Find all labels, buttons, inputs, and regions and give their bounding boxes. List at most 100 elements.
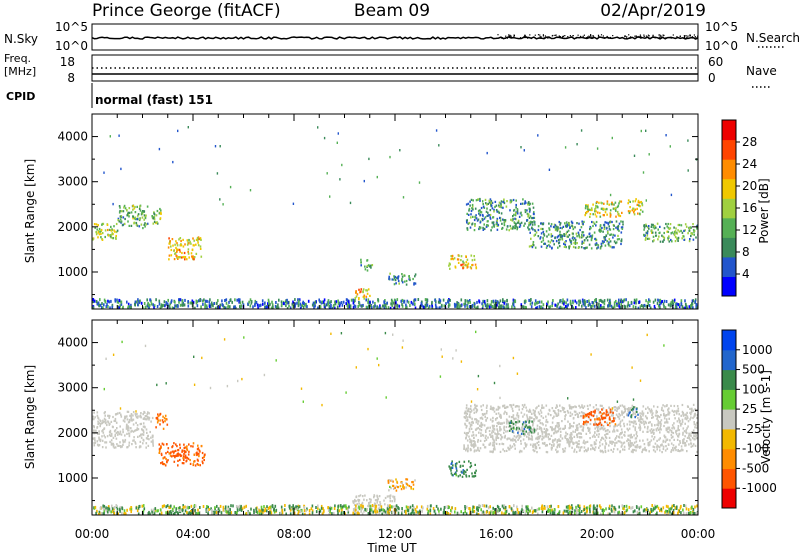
data-cell: [271, 306, 273, 309]
data-cell: [608, 436, 611, 439]
data-cell: [138, 300, 140, 304]
data-cell: [644, 234, 646, 237]
data-cell: [622, 299, 625, 303]
data-cell: [543, 442, 546, 445]
data-cell: [466, 299, 468, 303]
data-cell: [595, 243, 597, 247]
data-cell: [609, 228, 612, 231]
data-cell: [607, 423, 609, 427]
data-cell: [129, 414, 131, 417]
data-cell: [438, 144, 440, 147]
data-cell: [617, 406, 620, 409]
data-cell: [276, 306, 279, 309]
data-cell: [465, 475, 468, 478]
data-cell: [110, 432, 113, 435]
data-cell: [160, 462, 162, 465]
data-cell: [127, 213, 130, 216]
data-cell: [466, 305, 469, 309]
data-cell: [619, 420, 622, 423]
data-cell: [195, 243, 197, 246]
data-cell: [136, 412, 138, 416]
data-cell: [677, 236, 680, 239]
data-cell: [576, 435, 579, 438]
data-cell: [595, 210, 597, 213]
data-cell: [470, 254, 473, 257]
data-cell: [102, 222, 105, 225]
data-cell: [641, 418, 644, 421]
data-cell: [616, 424, 618, 427]
data-cell: [139, 414, 142, 417]
data-cell: [176, 242, 178, 245]
data-cell: [361, 304, 363, 308]
data-cell: [608, 221, 611, 224]
data-cell: [619, 306, 621, 309]
data-cell: [541, 438, 544, 441]
data-cell: [102, 431, 105, 434]
noise-search-dot: [567, 36, 569, 38]
data-cell: [656, 448, 658, 451]
noise-search-dot: [661, 36, 663, 38]
data-cell: [601, 240, 604, 243]
data-cell: [395, 282, 397, 285]
data-cell: [656, 427, 659, 430]
data-cell: [365, 305, 368, 309]
data-cell: [468, 415, 470, 418]
data-cell: [617, 423, 620, 426]
data-cell: [586, 440, 589, 443]
data-cell: [694, 435, 696, 438]
data-cell: [556, 430, 558, 433]
data-cell: [605, 409, 608, 412]
data-cell: [608, 422, 611, 425]
data-cell: [318, 298, 320, 302]
velocity-heatmap-cells: [92, 330, 698, 515]
data-cell: [656, 417, 658, 421]
data-cell: [477, 439, 479, 442]
data-cell: [122, 439, 124, 442]
data-cell: [442, 298, 445, 302]
data-cell: [491, 207, 494, 210]
data-cell: [465, 426, 468, 429]
data-cell: [516, 412, 519, 415]
noise-search-dot: [542, 34, 544, 36]
noise-search-dot: [628, 37, 630, 39]
data-cell: [405, 279, 408, 283]
data-cell: [608, 302, 611, 305]
data-cell: [512, 409, 514, 413]
data-cell: [541, 510, 544, 514]
data-cell: [507, 446, 509, 449]
data-cell: [667, 427, 669, 430]
data-cell: [530, 434, 533, 437]
data-cell: [360, 264, 362, 267]
data-cell: [152, 442, 154, 445]
data-cell: [173, 258, 176, 261]
data-cell: [597, 435, 600, 438]
data-cell: [623, 433, 625, 437]
data-cell: [515, 206, 517, 209]
data-cell: [450, 472, 453, 475]
data-cell: [389, 485, 391, 488]
data-cell: [137, 298, 139, 302]
data-cell: [474, 441, 476, 444]
data-cell: [540, 245, 543, 248]
data-cell: [190, 510, 192, 513]
data-cell: [426, 303, 429, 307]
data-cell: [557, 414, 560, 417]
data-cell: [600, 411, 602, 414]
data-cell: [675, 445, 677, 448]
data-cell: [498, 201, 501, 204]
data-cell: [574, 241, 577, 244]
beam-title: Beam 09: [354, 1, 430, 21]
data-cell: [567, 223, 569, 227]
data-cell: [137, 213, 140, 216]
noise-sky-line: [91, 36, 699, 40]
data-cell: [662, 404, 664, 407]
data-cell: [683, 229, 685, 232]
data-cell: [588, 235, 591, 238]
data-cell: [618, 298, 620, 302]
data-cell: [614, 408, 616, 412]
data-cell: [199, 237, 202, 240]
data-cell: [547, 300, 549, 304]
data-cell: [693, 423, 696, 426]
data-cell: [114, 417, 117, 421]
data-cell: [150, 440, 153, 443]
